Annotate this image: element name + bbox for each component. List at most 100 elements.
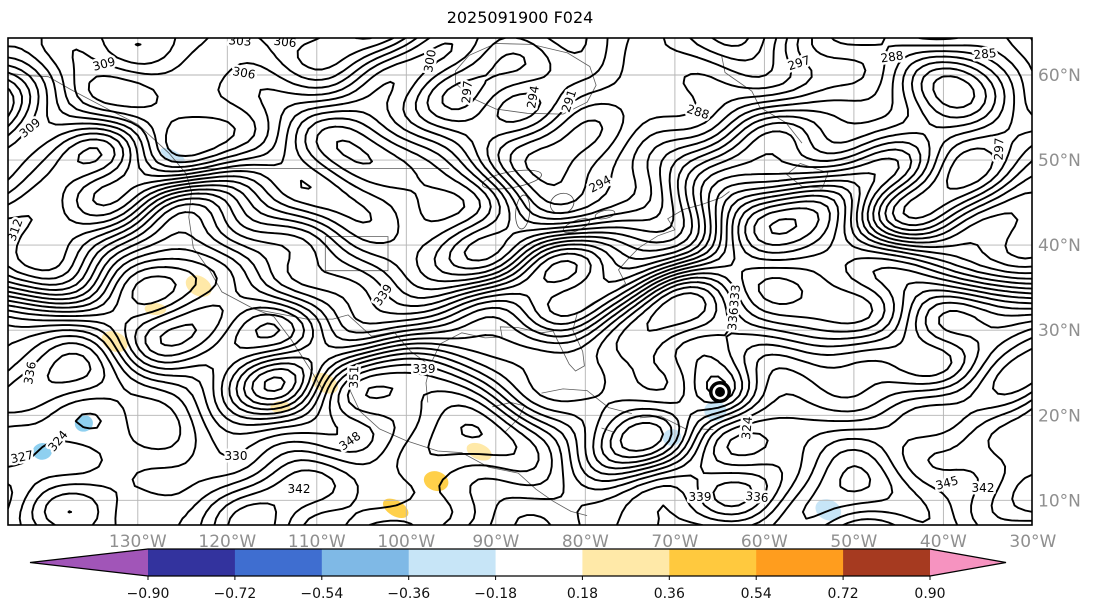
x-tick-label: 130°W: [109, 532, 167, 552]
contour-line: [8, 207, 1032, 470]
contour-line: [8, 218, 1032, 476]
contour-layer: [8, 38, 1032, 525]
colorbar-segment: [582, 549, 670, 576]
x-tick-label: 40°W: [920, 532, 967, 552]
contour-line: [8, 200, 1032, 464]
colorbar-segment: [408, 549, 497, 576]
coastline: [541, 388, 632, 414]
colorbar-tick-label: −0.72: [213, 586, 256, 602]
contour-line: [8, 67, 1032, 291]
great-lake-outline: [515, 194, 531, 230]
plot-border: [7, 37, 1033, 526]
contour-label: 339: [413, 362, 436, 376]
contour-label: 285: [973, 46, 997, 62]
contour-label: 336: [745, 489, 769, 505]
contour-line: [839, 465, 872, 493]
contour-label: 300: [421, 49, 439, 74]
coastline: [639, 415, 686, 430]
y-tick-label: 50°N: [1038, 151, 1081, 171]
colorbar-segment: [669, 549, 757, 576]
figure-title: 2025091900 F024: [447, 8, 594, 27]
colorbar-tick-label: 0.18: [567, 586, 598, 602]
x-axis-tick-labels: 130°W 120°W 110°W 100°W 90°W 80°W 70°W 60°W 50°W…: [109, 532, 1057, 552]
contour-label: 297: [992, 137, 1007, 160]
contour-line: [8, 55, 1032, 276]
shading-patch: [466, 442, 492, 461]
shading-patch: [185, 275, 212, 297]
x-tick-label: 70°W: [651, 532, 698, 552]
contour-line: [711, 38, 750, 47]
y-tick-label: 60°N: [1038, 66, 1081, 86]
x-tick-label: 100°W: [377, 532, 435, 552]
y-tick-label: 20°N: [1038, 406, 1081, 426]
y-tick-label: 10°N: [1038, 491, 1081, 511]
y-tick-label: 30°N: [1038, 321, 1081, 341]
y-tick-label: 40°N: [1038, 236, 1081, 256]
contour-line: [46, 347, 1032, 525]
shading-patch: [32, 443, 53, 460]
colorbar-tick-label: 0.72: [828, 586, 859, 602]
colorbar-tick-label: −0.54: [300, 586, 343, 602]
contour-label: 294: [524, 85, 542, 110]
coastline: [601, 427, 615, 433]
contour-label: 342: [972, 481, 995, 495]
x-tick-label: 90°W: [472, 532, 519, 552]
great-lake-outline: [481, 169, 542, 190]
x-tick-label: 120°W: [198, 532, 256, 552]
contour-line: [40, 38, 1032, 225]
x-tick-label: 60°W: [741, 532, 788, 552]
colorbar-tick-label: −0.90: [127, 586, 170, 602]
contour-line: [8, 38, 1032, 262]
shading-patch: [423, 471, 449, 492]
contour-line: [71, 38, 1032, 220]
great-lake-outline: [594, 209, 616, 220]
contour-label: 339: [689, 490, 712, 504]
contour-line: [8, 301, 1032, 525]
x-tick-label: 50°W: [830, 532, 877, 552]
colorbar-segment: [843, 549, 931, 576]
contour-line: [8, 309, 1032, 525]
contour-line: [8, 327, 1032, 525]
contour-line: [8, 179, 1032, 393]
contour-label: 306: [232, 64, 257, 82]
contour-label: 288: [880, 48, 905, 65]
colorbar-tick-label: 0.54: [741, 586, 772, 602]
contour-label: 330: [225, 449, 248, 463]
colorbar-tick-label: 0.90: [914, 586, 945, 602]
x-tick-label: 110°W: [288, 532, 346, 552]
colorbar-segment: [148, 549, 236, 576]
contour-line: [227, 423, 894, 525]
colorbar-segment: [495, 549, 583, 576]
colorbar: −0.90 −0.72 −0.54 −0.36 −0.18 0.18 0.36 0.54 0.7…: [29, 548, 1007, 602]
contour-label: 351: [347, 365, 362, 388]
colorbar-over-arrow: [930, 549, 1006, 576]
colorbar-segment: [234, 549, 323, 576]
contour-line: [8, 172, 1032, 317]
contour-line: [8, 184, 1032, 400]
contour-label: 336: [725, 307, 741, 331]
x-tick-label: 80°W: [562, 532, 609, 552]
contour-line: [8, 75, 1032, 299]
contour-line: [8, 61, 1032, 283]
colorbar-under-arrow: [30, 549, 148, 576]
colorbar-segment: [756, 549, 844, 576]
contour-label: 333: [727, 284, 743, 308]
contour-line: [8, 336, 1032, 525]
contour-label: 342: [288, 482, 311, 496]
colorbar-tick-label: −0.36: [387, 586, 430, 602]
cyclone-eye-dot: [715, 387, 725, 397]
contour-line: [8, 194, 1032, 459]
coastline: [348, 387, 588, 516]
colorbar-tick-label: 0.36: [654, 586, 685, 602]
colorbar-tick-label: −0.18: [474, 586, 517, 602]
coastline: [721, 54, 803, 144]
colorbar-segment: [321, 549, 410, 576]
y-axis-tick-labels: 10°N 20°N 30°N 40°N 50°N 60°N: [1038, 66, 1081, 511]
contour-label: 297: [459, 80, 475, 104]
contour-line: [8, 157, 1032, 307]
contour-line: [8, 189, 1032, 452]
cyclone-marker: [709, 381, 731, 403]
contour-line: [8, 275, 1032, 514]
